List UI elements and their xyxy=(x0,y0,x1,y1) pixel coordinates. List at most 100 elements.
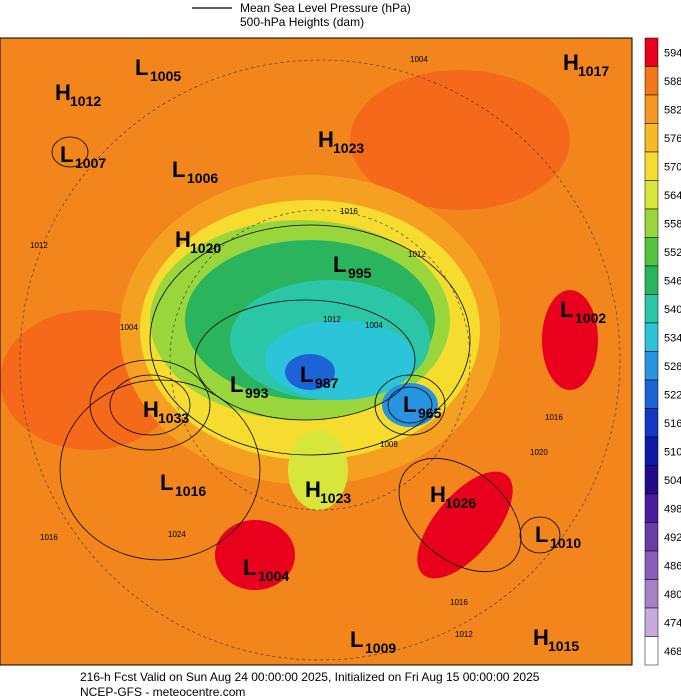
colorbar-label: 582 xyxy=(664,104,681,116)
footer-line2: NCEP-GFS - meteocentre.com xyxy=(80,685,245,699)
pressure-center-value: 1026 xyxy=(445,495,476,511)
isobar-label: 1024 xyxy=(168,530,186,539)
colorbar-label: 504 xyxy=(664,475,681,487)
isobars xyxy=(51,136,561,573)
pressure-center-value: 1015 xyxy=(548,638,579,654)
colorbar-box xyxy=(644,322,659,352)
pressure-center-value: 993 xyxy=(245,385,269,401)
colorbar-label: 570 xyxy=(664,161,681,173)
pressure-center-kind: H xyxy=(143,397,159,422)
pressure-center-kind: H xyxy=(533,625,549,650)
colorbar-label: 492 xyxy=(664,532,681,544)
pressure-center-kind: L xyxy=(535,522,548,547)
colorbar-box xyxy=(644,408,659,438)
pressure-center-value: 1002 xyxy=(575,310,606,326)
pressure-center-kind: H xyxy=(563,50,579,75)
colorbar-box xyxy=(644,180,659,210)
colorbar-box xyxy=(644,123,659,153)
footer-line1: 216-h Fcst Valid on Sun Aug 24 00:00:00 … xyxy=(80,670,540,684)
colorbar: 594 588 582 576 570 564 558 552 546 540 534 528 522 5… xyxy=(644,37,681,666)
legend-line1: Mean Sea Level Pressure (hPa) xyxy=(240,1,411,15)
colorbar-label: 498 xyxy=(664,503,681,515)
colorbar-box xyxy=(644,294,659,324)
pressure-center-kind: H xyxy=(305,477,321,502)
isobar-label: 1012 xyxy=(455,630,473,639)
colorbar-box xyxy=(644,265,659,295)
field-blob xyxy=(285,354,335,390)
field-blob xyxy=(288,430,348,510)
isobar-label: 1004 xyxy=(365,321,383,330)
colorbar-label: 528 xyxy=(664,361,681,373)
colorbar-label: 516 xyxy=(664,418,681,430)
pressure-center-kind: L xyxy=(60,142,73,167)
pressure-center-kind: L xyxy=(300,362,313,387)
colorbar-label: 534 xyxy=(664,332,681,344)
field-blob xyxy=(350,70,570,210)
colorbar-label: 510 xyxy=(664,446,681,458)
pressure-center-kind: L xyxy=(403,392,416,417)
colorbar-box xyxy=(644,379,659,409)
colorbar-label: 486 xyxy=(664,560,681,572)
colorbar-box xyxy=(644,579,659,609)
colorbar-label: 480 xyxy=(664,589,681,601)
isobar-label: 1016 xyxy=(545,413,563,422)
colorbar-label: 594 xyxy=(664,47,681,59)
pressure-center-value: 1033 xyxy=(158,410,189,426)
pressure-center-kind: H xyxy=(175,227,191,252)
colorbar-box xyxy=(644,37,659,67)
pressure-center-value: 965 xyxy=(418,405,442,421)
pressure-center-kind: H xyxy=(55,80,71,105)
pressure-center-value: 1016 xyxy=(175,483,206,499)
pressure-center-value: 1023 xyxy=(333,140,364,156)
pressure-center-kind: L xyxy=(350,627,363,652)
pressure-center-kind: L xyxy=(560,297,573,322)
pressure-center-value: 1009 xyxy=(365,640,396,656)
colorbar-box xyxy=(644,237,659,267)
pressure-center-value: 1017 xyxy=(578,63,609,79)
colorbar-box xyxy=(644,66,659,96)
colorbar-box xyxy=(644,607,659,637)
colorbar-label: 552 xyxy=(664,247,681,259)
pressure-center-value: 1007 xyxy=(75,155,106,171)
graticule xyxy=(19,59,621,661)
colorbar-label: 522 xyxy=(664,389,681,401)
colorbar-label: 540 xyxy=(664,304,681,316)
pressure-center-kind: L xyxy=(160,470,173,495)
colorbar-box xyxy=(644,550,659,580)
field-blob xyxy=(417,471,513,579)
pressure-center-kind: L xyxy=(172,157,185,182)
colorbar-label: 546 xyxy=(664,275,681,287)
isobar-label: 1012 xyxy=(30,241,48,250)
pressure-center-kind: H xyxy=(318,127,334,152)
isobar-label: 1012 xyxy=(323,315,341,324)
colorbar-label: 588 xyxy=(664,76,681,88)
isobar-label: 1020 xyxy=(530,448,548,457)
colorbar-box xyxy=(644,208,659,238)
pressure-center-value: 1004 xyxy=(258,568,289,584)
isobar-label: 1012 xyxy=(408,250,426,259)
map-field xyxy=(0,38,632,665)
legend-line2: 500-hPa Heights (dam) xyxy=(240,15,364,29)
pressure-center-kind: L xyxy=(230,372,243,397)
colorbar-box xyxy=(644,94,659,124)
isobar-label: 1004 xyxy=(410,55,428,64)
pressure-center-kind: L xyxy=(333,252,346,277)
isobar-label: 1016 xyxy=(450,598,468,607)
colorbar-box xyxy=(644,636,659,666)
field-blob xyxy=(215,520,295,590)
isobar-label: 1004 xyxy=(120,323,138,332)
colorbar-box xyxy=(644,522,659,552)
pressure-center-value: 1012 xyxy=(70,93,101,109)
pressure-center-value: 987 xyxy=(315,375,339,391)
isobar-label: 1016 xyxy=(40,533,58,542)
map-frame xyxy=(0,37,633,666)
pressure-center-kind: L xyxy=(243,555,256,580)
pressure-center-value: 1006 xyxy=(187,170,218,186)
pressure-center-kind: H xyxy=(430,482,446,507)
colorbar-label: 558 xyxy=(664,218,681,230)
colorbar-box xyxy=(644,465,659,495)
pressure-center-value: 1023 xyxy=(320,490,351,506)
colorbar-label: 468 xyxy=(664,646,681,658)
